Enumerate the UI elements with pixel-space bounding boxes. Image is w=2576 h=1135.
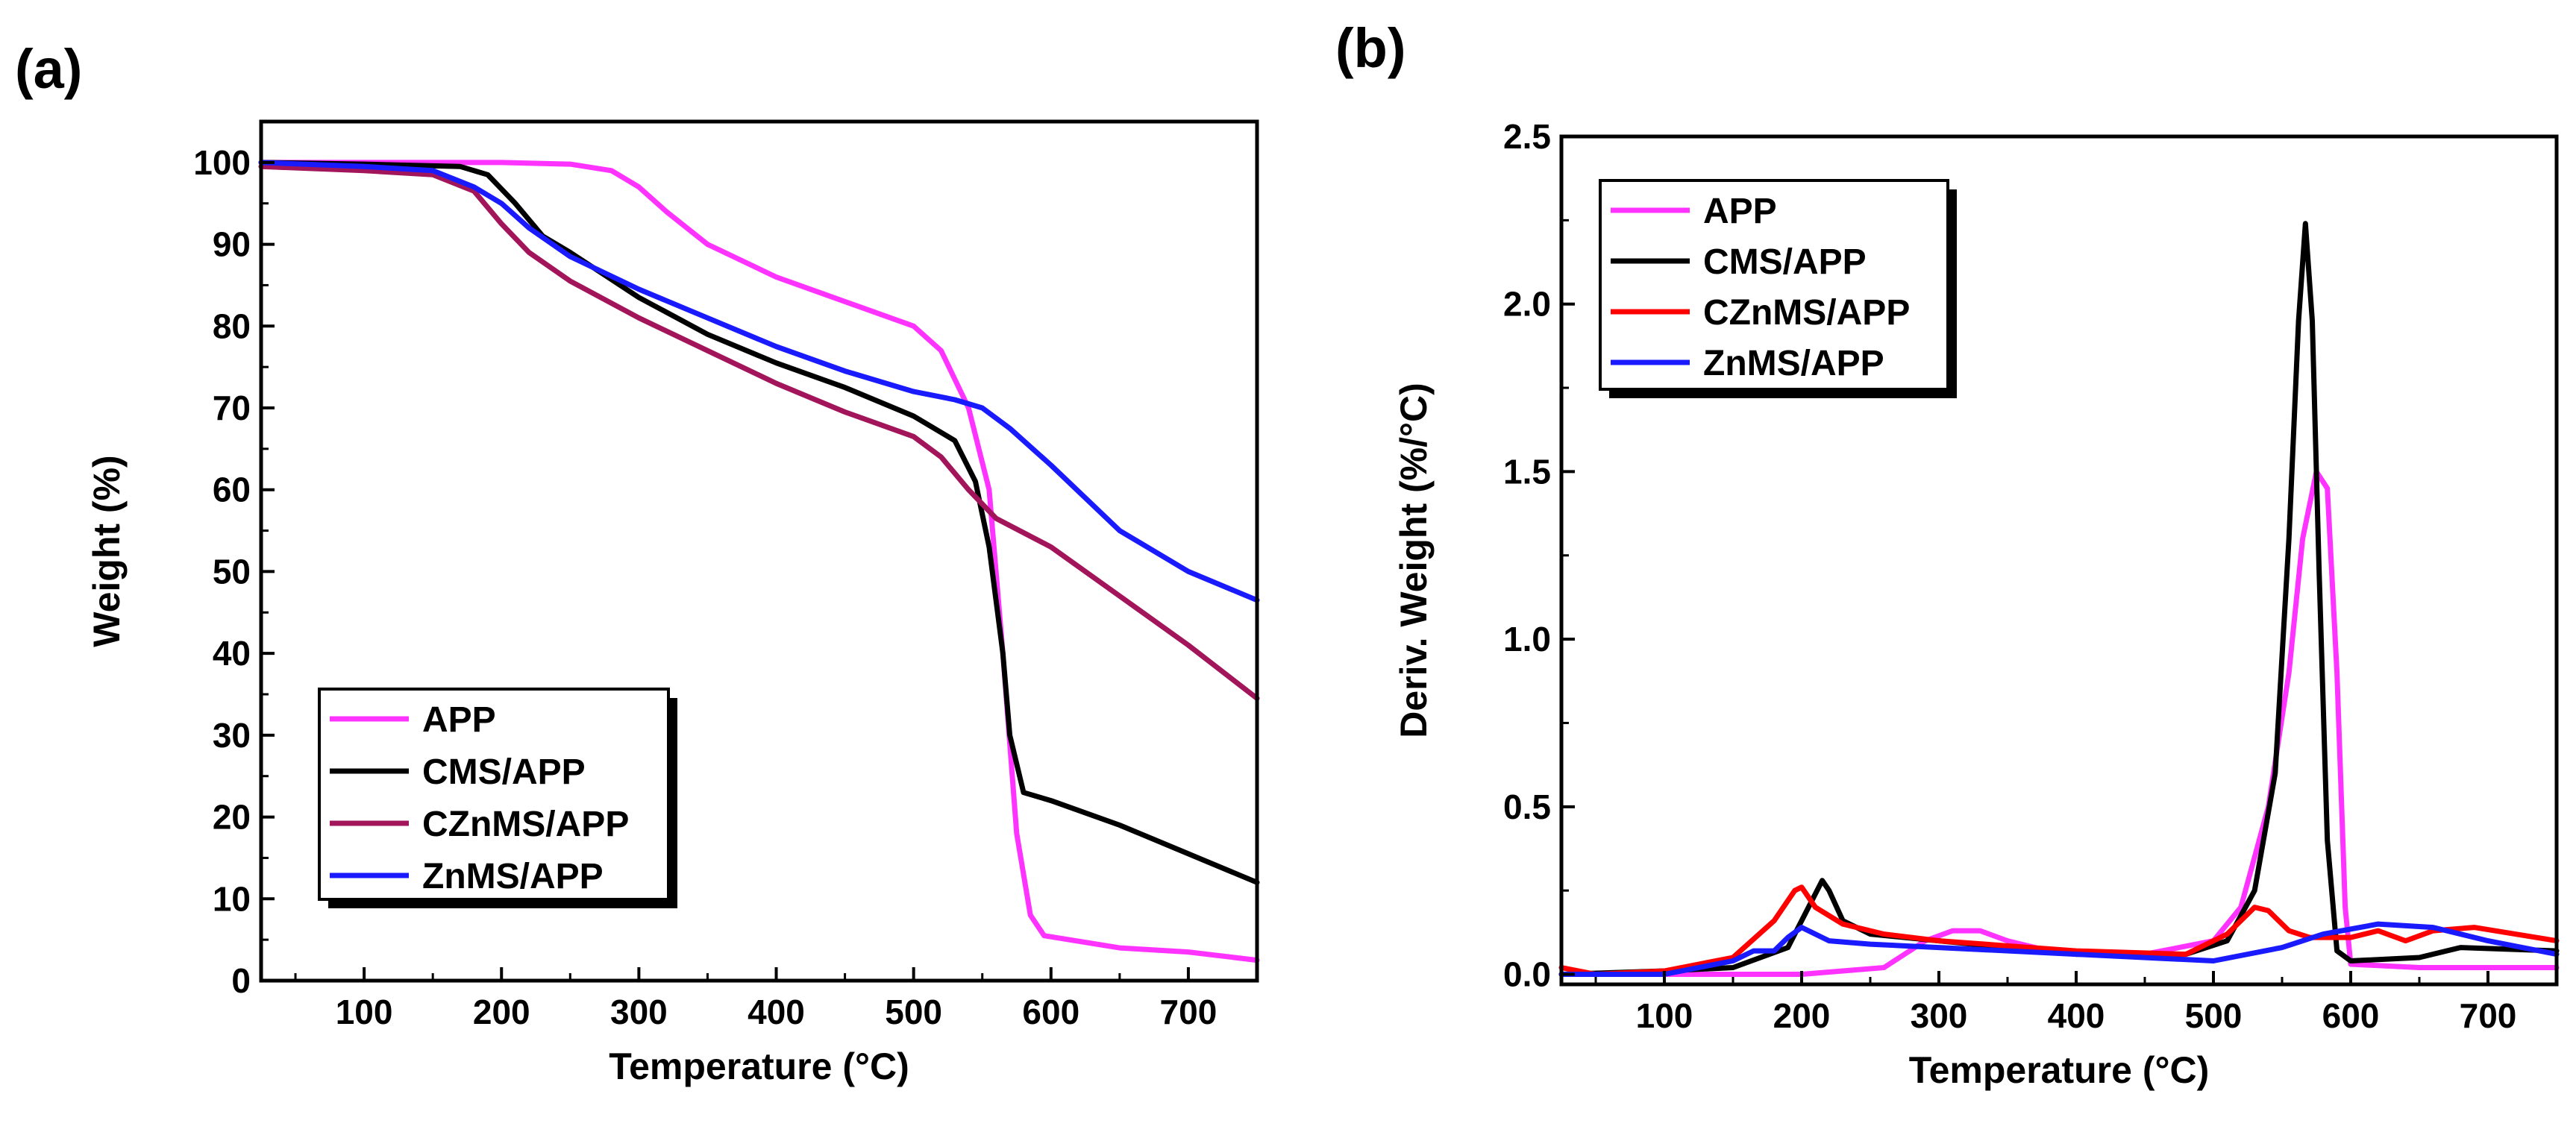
x-tick-label: 700 <box>1160 993 1218 1031</box>
y-tick-label: 90 <box>213 225 251 264</box>
panel-label-b: (b) <box>1335 17 1406 79</box>
chart-b: 100 200 300 400 500 600 700 0.0 0.5 1.0 1.5 2.0 2.5 T… <box>1393 117 2560 1091</box>
y-tick-label: 1.0 <box>1503 620 1551 658</box>
series-line-app <box>1558 468 2560 977</box>
y-tick-label: 50 <box>213 552 251 591</box>
legend-label-cznms-app: CZnMS/APP <box>1703 293 1910 333</box>
y-tick-label: 10 <box>213 879 251 918</box>
x-tick-label: 500 <box>2185 996 2243 1035</box>
y-tick-label: 30 <box>213 716 251 755</box>
x-tick-label: 300 <box>610 993 668 1031</box>
y-tick-label: 0.0 <box>1503 955 1551 994</box>
y-tick-label: 1.5 <box>1503 452 1551 491</box>
y-tick-label: 60 <box>213 471 251 509</box>
x-tick-label: 600 <box>2322 996 2380 1035</box>
series-line-znms-app <box>1558 921 2560 977</box>
legend-label-znms-app: ZnMS/APP <box>1703 344 1884 383</box>
legend-label-cms-app: CMS/APP <box>1703 242 1867 282</box>
y-tick-label: 100 <box>193 143 251 182</box>
x-tick-label: 100 <box>1636 996 1693 1035</box>
x-tick-label: 200 <box>1773 996 1831 1035</box>
panel-label-a: (a) <box>15 38 82 100</box>
x-axis: 100 200 300 400 500 600 700 <box>1594 971 2558 1035</box>
x-tick-label: 400 <box>2048 996 2105 1035</box>
legend-box <box>318 688 670 901</box>
y-axis-label: Weight (%) <box>86 455 128 647</box>
y-axis: 0 10 20 30 40 50 60 70 80 90 100 <box>193 143 275 1000</box>
x-tick-label: 600 <box>1022 993 1079 1031</box>
legend-label-znms-app: ZnMS/APP <box>422 857 604 896</box>
series-line-app <box>258 160 1260 963</box>
x-tick-label: 200 <box>473 993 530 1031</box>
x-axis: 100 200 300 400 500 600 700 <box>294 967 1259 1031</box>
series-line-znms-app <box>258 160 1260 603</box>
y-tick-label: 40 <box>213 634 251 673</box>
x-axis-label: Temperature (°C) <box>609 1046 909 1087</box>
x-tick-label: 500 <box>885 993 942 1031</box>
chart-a: 100 200 300 400 500 600 700 0 10 20 30 40 50 60 70 80 90… <box>86 119 1260 1087</box>
series-lines <box>1558 221 2560 977</box>
plot-frame <box>259 119 1259 983</box>
y-tick-label: 2.5 <box>1503 117 1551 156</box>
series-line-cms-app <box>258 160 1260 885</box>
y-tick-label: 20 <box>213 798 251 837</box>
series-line-cznms-app <box>258 163 1260 701</box>
y-axis: 0.0 0.5 1.0 1.5 2.0 2.5 <box>1503 117 1575 994</box>
y-tick-label: 80 <box>213 306 251 345</box>
x-tick-label: 400 <box>748 993 805 1031</box>
plot-frame <box>1559 134 2559 987</box>
x-tick-label: 700 <box>2460 996 2517 1035</box>
legend: APP CMS/APP CZnMS/APP ZnMS/APP <box>318 688 677 908</box>
y-tick-label: 0 <box>231 961 251 1000</box>
legend-label-cms-app: CMS/APP <box>422 752 586 792</box>
y-tick-label: 0.5 <box>1503 787 1551 826</box>
x-tick-label: 100 <box>336 993 393 1031</box>
legend-label-app: APP <box>1703 192 1777 231</box>
series-lines <box>258 160 1260 963</box>
legend-label-app: APP <box>422 700 496 740</box>
series-line-cznms-app <box>1558 884 2560 977</box>
legend: APP CMS/APP CZnMS/APP ZnMS/APP <box>1599 179 1957 398</box>
legend-box <box>1599 179 1949 391</box>
y-axis-label: Deriv. Weight (%/°C) <box>1393 383 1435 738</box>
x-tick-label: 300 <box>1911 996 1968 1035</box>
x-axis-label: Temperature (°C) <box>1909 1049 2209 1091</box>
legend-label-cznms-app: CZnMS/APP <box>422 805 629 844</box>
y-tick-label: 70 <box>213 389 251 427</box>
y-tick-label: 2.0 <box>1503 285 1551 324</box>
